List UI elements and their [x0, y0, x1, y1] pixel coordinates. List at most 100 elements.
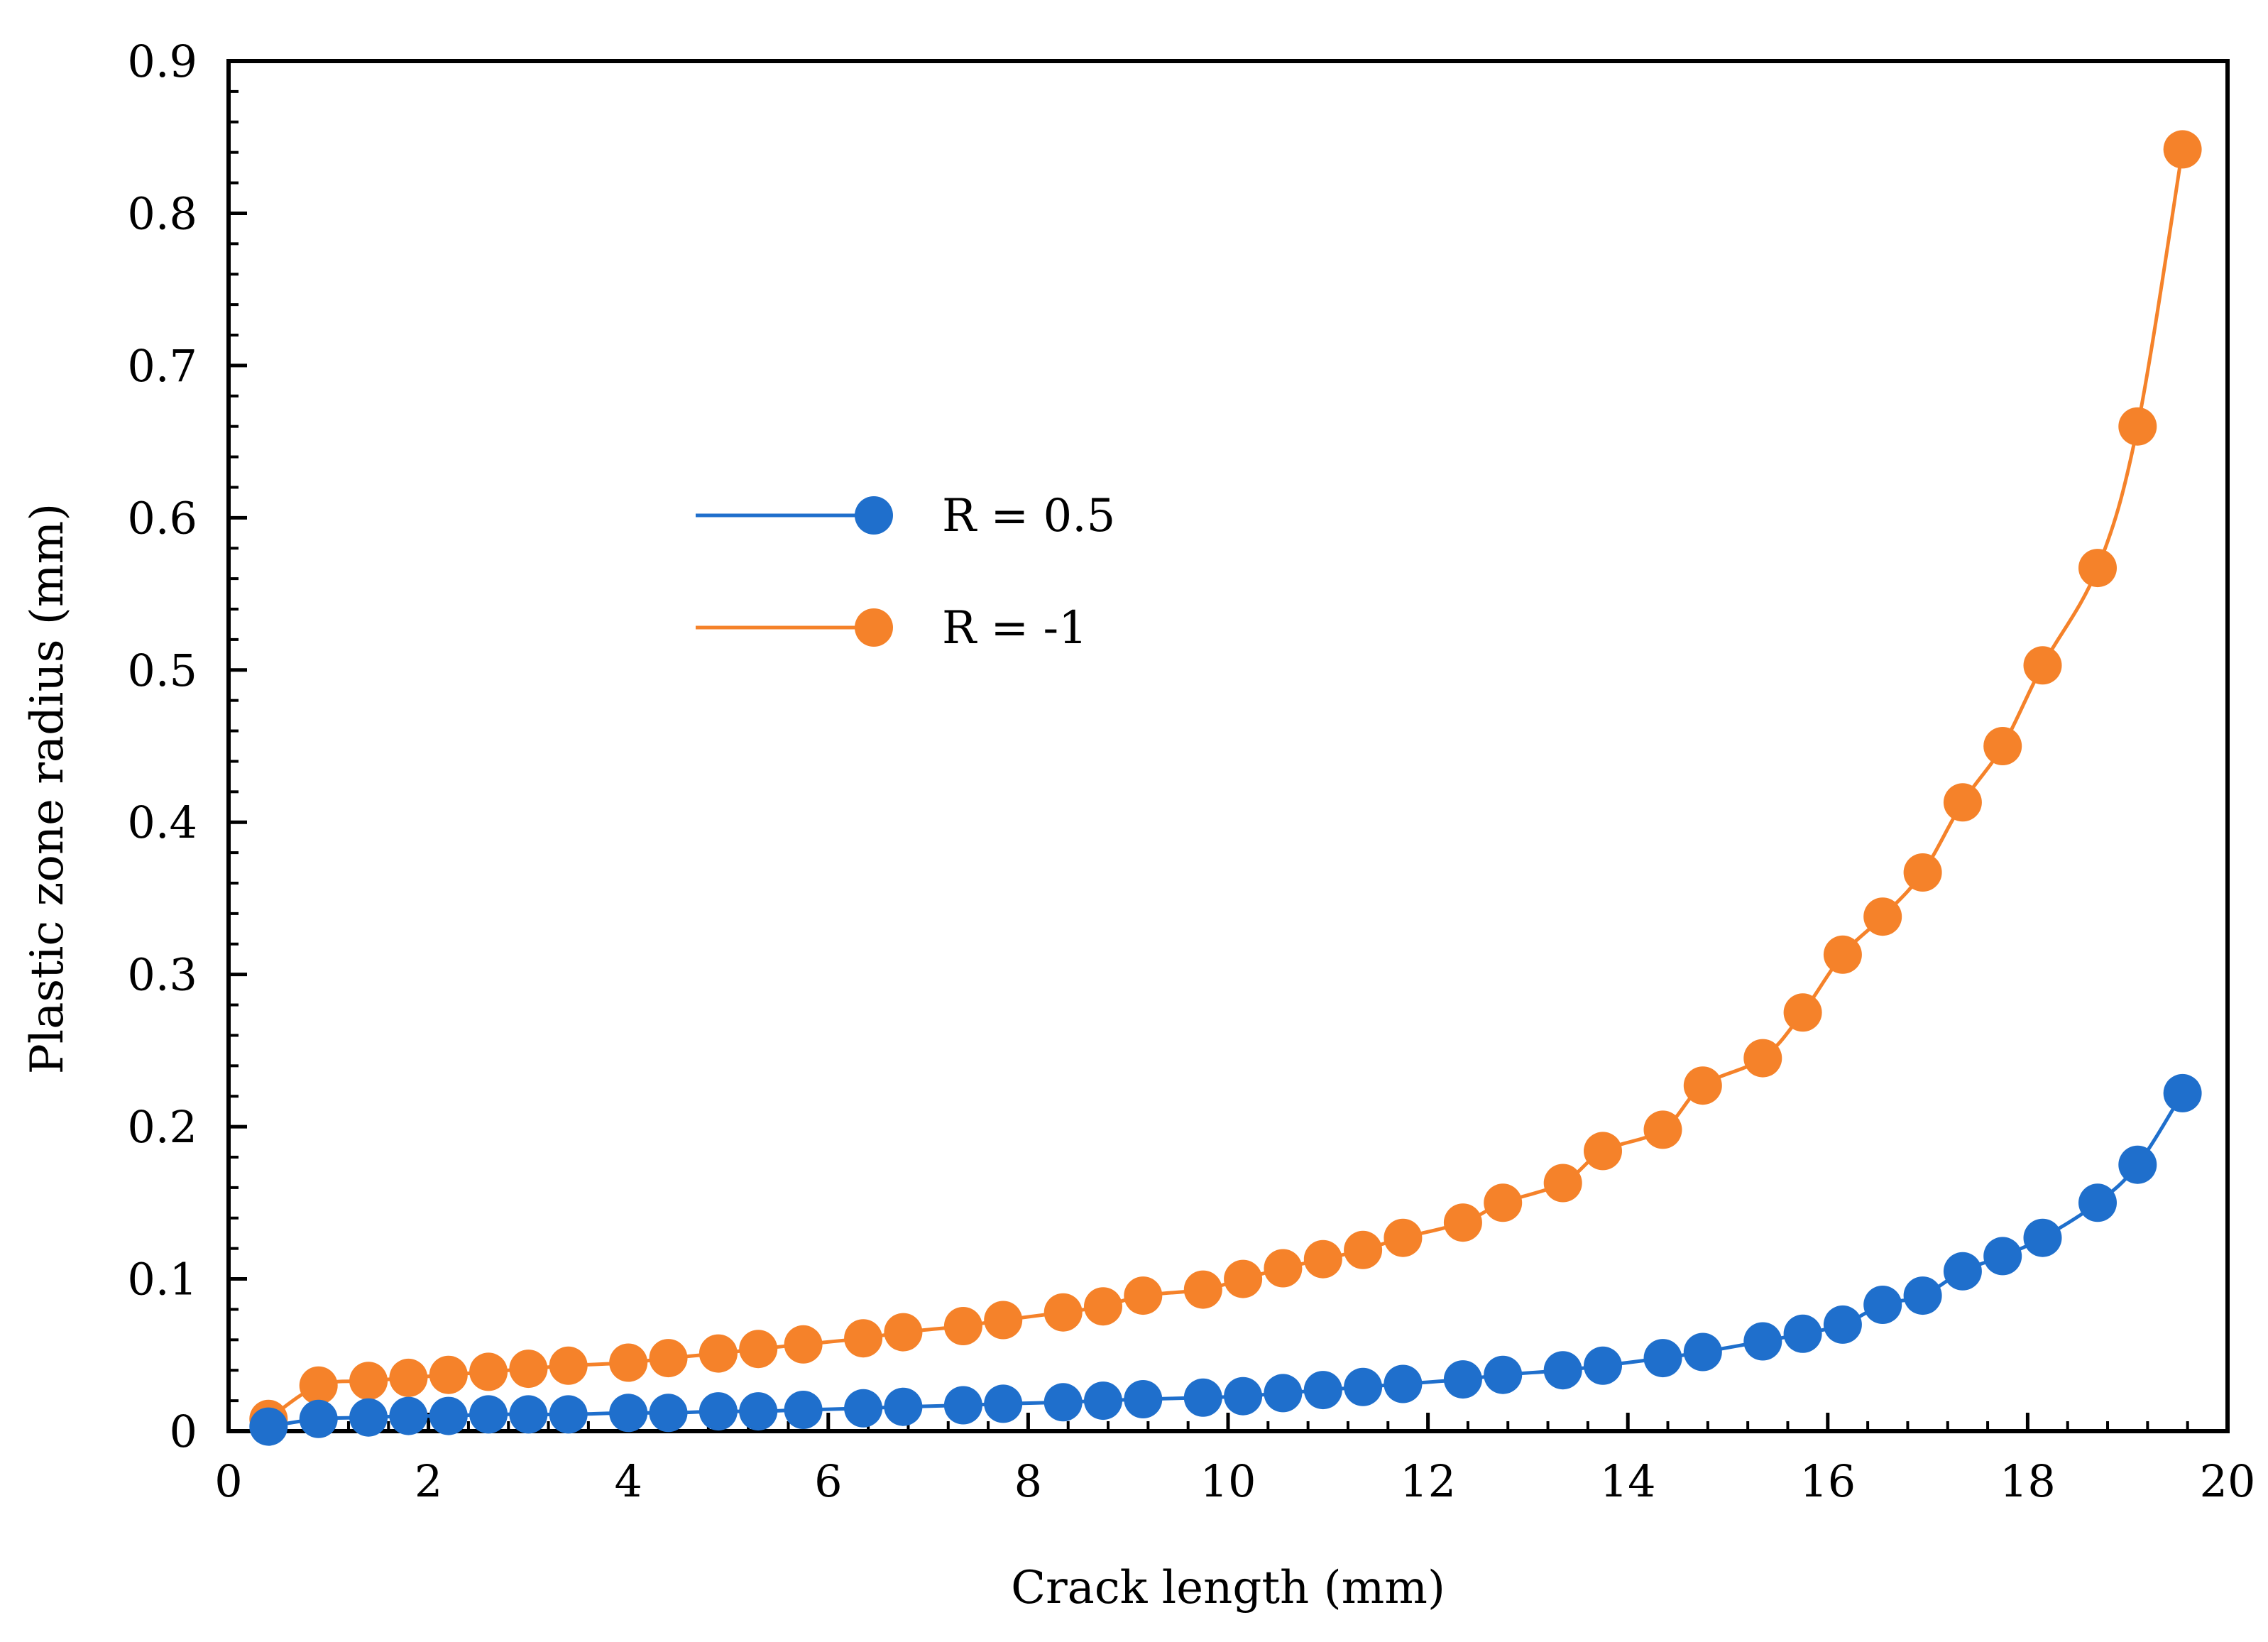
data-point-r-0-5 [1743, 1322, 1782, 1361]
legend-label-r-minus-1: R = -1 [942, 602, 1088, 655]
data-point-r-0-5 [1903, 1276, 1942, 1315]
data-point-r-0-5 [1303, 1371, 1342, 1410]
data-point-r-minus-1 [1344, 1230, 1383, 1269]
data-point-r-minus-1 [2023, 646, 2062, 685]
data-point-r-minus-1 [1084, 1287, 1122, 1326]
data-point-r-0-5 [2078, 1183, 2117, 1222]
data-point-r-minus-1 [299, 1366, 338, 1405]
data-point-r-0-5 [649, 1394, 688, 1433]
data-point-r-minus-1 [1484, 1183, 1523, 1222]
data-point-r-0-5 [943, 1386, 982, 1425]
x-tick-label: 4 [614, 1455, 642, 1507]
data-point-r-minus-1 [844, 1319, 883, 1358]
data-point-r-0-5 [1943, 1252, 1982, 1291]
data-point-r-minus-1 [1823, 935, 1862, 974]
data-point-r-0-5 [1344, 1367, 1383, 1406]
legend-item-r-minus-1: R = -1 [696, 602, 1088, 655]
data-point-r-minus-1 [2078, 549, 2117, 588]
x-tick-label: 8 [1014, 1455, 1042, 1507]
data-point-r-0-5 [429, 1396, 468, 1435]
data-point-r-minus-1 [1983, 727, 2022, 765]
data-point-r-0-5 [349, 1398, 388, 1437]
data-point-r-0-5 [389, 1396, 428, 1435]
x-tick-label: 2 [415, 1455, 442, 1507]
data-point-r-minus-1 [1743, 1039, 1782, 1078]
data-point-r-0-5 [469, 1395, 508, 1434]
y-tick-label: 0.6 [127, 492, 197, 544]
data-point-r-0-5 [884, 1387, 923, 1426]
data-point-r-0-5 [549, 1395, 588, 1434]
data-point-r-0-5 [1783, 1314, 1822, 1353]
data-point-r-minus-1 [429, 1355, 468, 1394]
x-tick-label: 20 [2200, 1455, 2256, 1507]
data-point-r-minus-1 [1384, 1218, 1423, 1257]
series-r-0-5 [249, 1073, 2202, 1446]
data-point-r-minus-1 [1584, 1132, 1622, 1171]
x-axis-title: Crack length (mm) [1011, 1562, 1445, 1614]
data-point-r-minus-1 [2118, 407, 2157, 446]
data-point-r-minus-1 [549, 1346, 588, 1385]
y-tick-label: 0.8 [127, 187, 197, 239]
data-point-r-minus-1 [349, 1362, 388, 1401]
data-point-r-minus-1 [1124, 1276, 1163, 1315]
data-point-r-minus-1 [884, 1313, 923, 1352]
data-point-r-minus-1 [1643, 1110, 1682, 1149]
data-point-r-minus-1 [469, 1352, 508, 1391]
data-point-r-minus-1 [1443, 1203, 1482, 1242]
y-tick-label: 0 [170, 1406, 197, 1457]
data-point-r-0-5 [1384, 1364, 1423, 1403]
data-point-r-0-5 [1584, 1346, 1622, 1385]
x-tick-label: 14 [1600, 1455, 1656, 1507]
data-point-r-0-5 [1823, 1305, 1862, 1344]
x-tick-label: 18 [2000, 1455, 2056, 1507]
data-point-r-minus-1 [1783, 993, 1822, 1032]
data-point-r-minus-1 [1903, 853, 1942, 892]
data-point-r-0-5 [609, 1394, 648, 1433]
series-r-minus-1 [249, 130, 2202, 1438]
data-point-r-minus-1 [1863, 897, 1902, 936]
data-point-r-minus-1 [784, 1325, 823, 1364]
data-point-r-0-5 [739, 1392, 778, 1431]
axis-ticks: 0 2 4 6 8 10 12 14 16 18 20 0 0.1 0.2 0.3 0.4 0.5 0.6 0.7 0… [127, 35, 2255, 1507]
data-point-r-minus-1 [509, 1350, 548, 1389]
data-point-r-minus-1 [943, 1307, 982, 1345]
x-tick-label: 12 [1400, 1455, 1456, 1507]
data-point-r-0-5 [699, 1392, 738, 1431]
data-point-r-0-5 [784, 1391, 823, 1429]
data-point-r-minus-1 [1183, 1270, 1222, 1309]
data-point-r-0-5 [2118, 1145, 2157, 1184]
data-point-r-minus-1 [699, 1334, 738, 1373]
data-point-r-minus-1 [1303, 1239, 1342, 1279]
data-point-r-minus-1 [389, 1358, 428, 1397]
data-point-r-minus-1 [984, 1301, 1023, 1340]
data-point-r-minus-1 [1683, 1066, 1722, 1105]
y-tick-label: 0.3 [127, 949, 197, 1001]
data-point-r-0-5 [1683, 1332, 1722, 1372]
y-axis-title: Plastic zone radius (mm) [21, 503, 74, 1075]
data-point-r-minus-1 [1943, 783, 1982, 822]
legend-item-r-0-5: R = 0.5 [696, 490, 1115, 542]
data-point-r-minus-1 [1543, 1164, 1582, 1203]
data-point-r-0-5 [1043, 1383, 1083, 1422]
data-point-r-minus-1 [609, 1343, 648, 1382]
data-point-r-0-5 [984, 1384, 1023, 1423]
data-point-r-minus-1 [1043, 1293, 1083, 1332]
data-point-r-0-5 [249, 1407, 288, 1446]
legend: R = 0.5 R = -1 [696, 490, 1115, 655]
data-point-r-0-5 [1983, 1237, 2022, 1276]
data-point-r-0-5 [1124, 1380, 1163, 1418]
y-tick-label: 0.2 [127, 1101, 197, 1153]
data-point-r-0-5 [1264, 1374, 1303, 1413]
y-tick-label: 0.9 [127, 35, 197, 87]
data-point-r-0-5 [1443, 1360, 1482, 1399]
data-point-r-minus-1 [1224, 1259, 1263, 1298]
data-point-r-minus-1 [649, 1339, 688, 1378]
legend-marker-r-0-5 [855, 496, 893, 535]
data-point-r-0-5 [1543, 1351, 1582, 1390]
data-point-r-0-5 [1183, 1378, 1222, 1417]
data-point-r-0-5 [1084, 1381, 1122, 1421]
x-tick-label: 6 [814, 1455, 842, 1507]
legend-marker-r-minus-1 [855, 608, 893, 647]
data-point-r-0-5 [844, 1389, 883, 1428]
